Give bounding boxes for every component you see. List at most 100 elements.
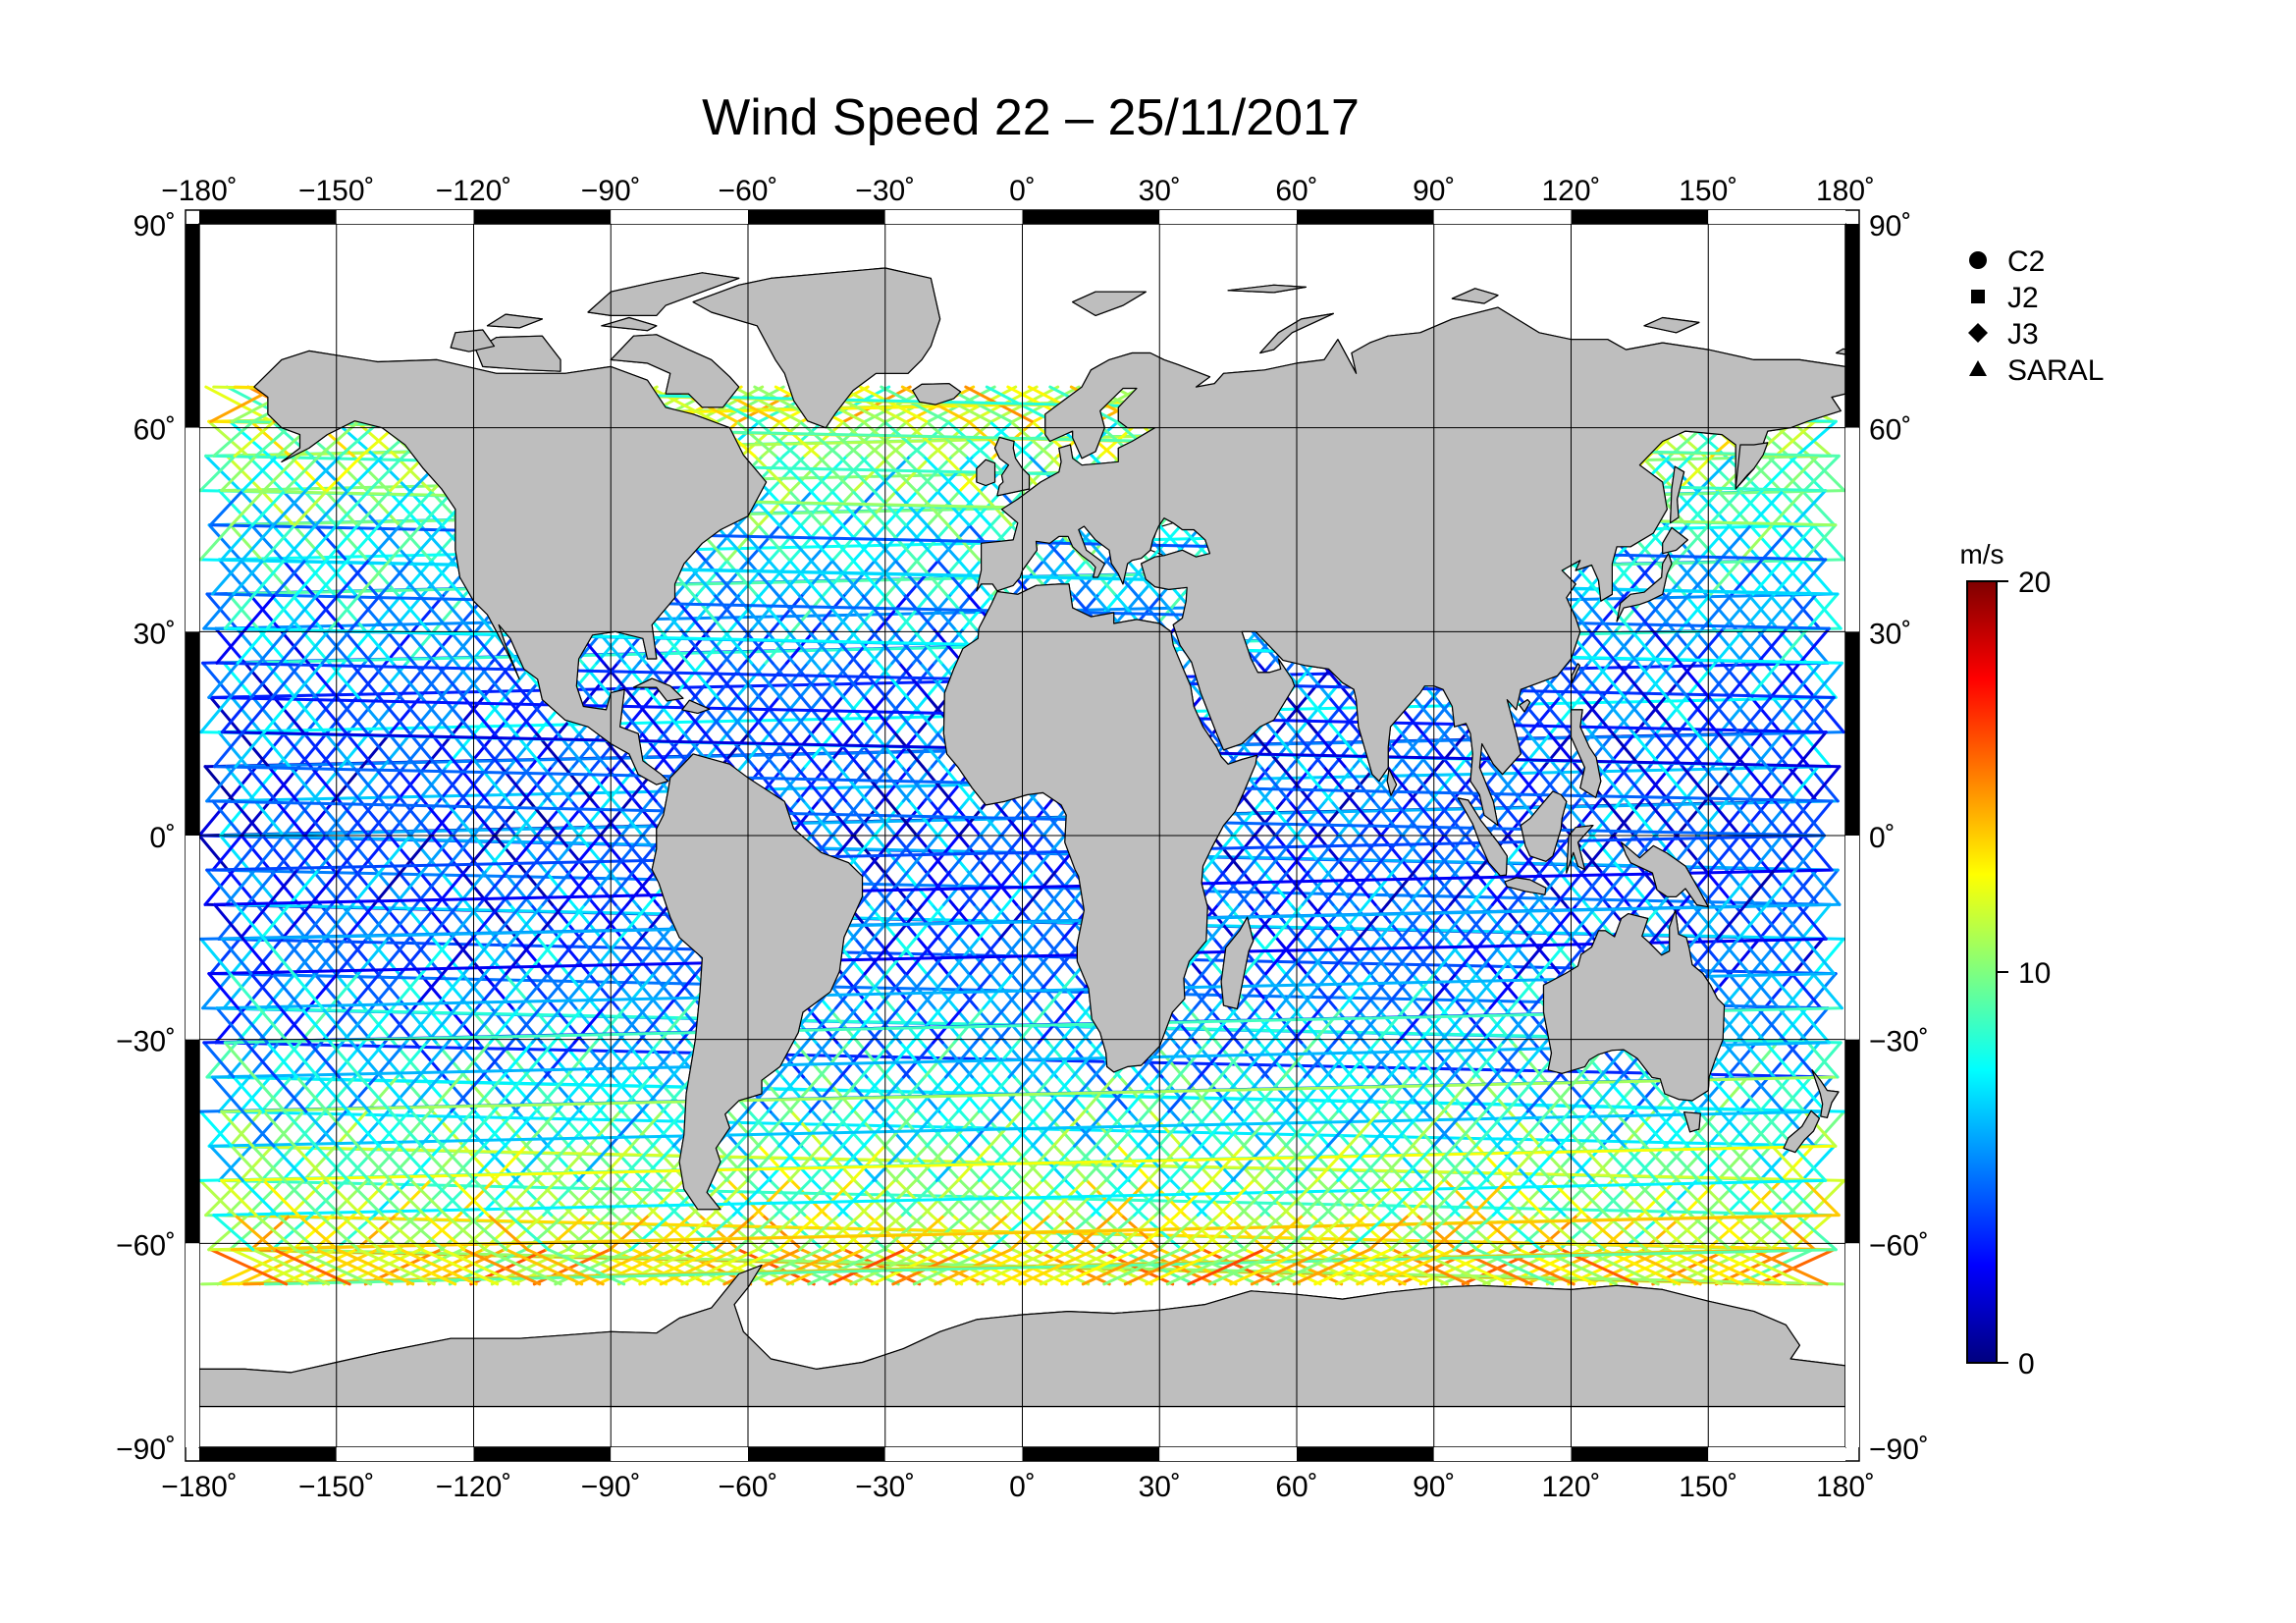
track-segment <box>1381 937 1414 976</box>
track-segment <box>1493 1041 1526 1079</box>
track-segment <box>902 592 935 630</box>
track-segment <box>1801 799 1834 838</box>
track-segment <box>1133 1178 1171 1217</box>
track-segment <box>1809 765 1842 803</box>
track-segment <box>1262 972 1295 1010</box>
track-segment <box>1716 1075 1749 1113</box>
track-segment <box>199 937 232 976</box>
track-segment <box>837 454 876 493</box>
track-segment <box>1165 1248 1245 1286</box>
landmass-melville-island-overlay <box>486 313 543 329</box>
track-segment <box>1465 1178 1503 1217</box>
track-segment <box>301 1075 336 1113</box>
track-segment <box>1432 1144 1468 1182</box>
track-segment <box>819 1214 862 1252</box>
track-segment <box>1774 1214 1817 1252</box>
track-segment <box>306 661 340 699</box>
track-segment <box>808 558 842 596</box>
lon-tick-label-bottom: −90˚ <box>581 1471 641 1503</box>
track-segment <box>925 661 957 699</box>
landmass-wrangel-island-overlay <box>1836 348 1845 355</box>
track-segment <box>262 454 300 493</box>
track-segment <box>769 454 807 493</box>
track-segment <box>1314 1144 1351 1182</box>
track-segment <box>612 1075 646 1113</box>
track-segment <box>223 592 256 630</box>
track-segment <box>1684 523 1720 562</box>
track-segment <box>577 799 610 838</box>
track-segment <box>883 489 920 527</box>
track-segment <box>897 661 931 699</box>
track-segment <box>282 834 314 872</box>
track-segment <box>614 626 648 665</box>
track-segment <box>280 730 312 769</box>
track-segment <box>1233 1109 1267 1148</box>
track-segment <box>1247 902 1279 941</box>
landmass-severnaya-zemlya-overlay <box>1451 288 1499 304</box>
track-segment <box>1790 523 1825 562</box>
track-segment <box>555 902 587 941</box>
lat-tick-label-left: 30˚ <box>133 618 176 650</box>
track-segment <box>702 730 734 769</box>
track-segment <box>1782 454 1820 493</box>
track-segment <box>358 1075 393 1113</box>
track-segment <box>312 972 346 1010</box>
track-segment <box>594 1006 627 1045</box>
track-segment <box>808 489 844 527</box>
track-segment <box>867 902 899 941</box>
track-segment <box>1665 1144 1701 1182</box>
landmass-ellesmere-island-overlay <box>587 272 740 316</box>
track-segment <box>629 972 662 1010</box>
track-segment <box>1682 1178 1720 1217</box>
track-segment <box>1784 661 1817 699</box>
track-segment <box>295 1075 329 1113</box>
track-segment <box>1148 523 1183 562</box>
track-segment <box>756 661 788 699</box>
track-segment <box>1748 523 1783 562</box>
legend-label: J3 <box>2007 318 2039 351</box>
track-segment <box>250 489 287 527</box>
track-segment <box>1360 1178 1398 1217</box>
track-segment <box>895 454 934 493</box>
track-segment <box>1073 1109 1107 1148</box>
track-segment <box>1706 523 1740 562</box>
track-segment <box>1209 1144 1246 1182</box>
track-segment <box>905 1144 941 1182</box>
track-segment <box>1719 695 1751 734</box>
track-segment <box>831 1178 870 1217</box>
track-segment <box>1716 558 1749 596</box>
track-segment <box>230 1144 266 1182</box>
track-segment <box>1674 489 1710 527</box>
track-segment <box>201 661 234 699</box>
track-segment <box>1728 489 1764 527</box>
track-segment <box>821 1144 857 1182</box>
track-segment <box>1707 489 1743 527</box>
track-segment <box>262 1109 296 1148</box>
lon-tick-label-bottom: 150˚ <box>1679 1471 1737 1503</box>
track-segment <box>1729 695 1761 734</box>
track-segment <box>892 730 925 769</box>
track-segment <box>232 799 264 838</box>
landmass-banks-island-overlay <box>450 329 496 352</box>
track-segment <box>1652 1144 1688 1182</box>
track-segment <box>535 799 567 838</box>
lon-tick-label-bottom: 0˚ <box>1009 1471 1036 1503</box>
track-segment <box>842 937 875 976</box>
track-segment <box>650 972 683 1010</box>
track-segment <box>1268 902 1301 941</box>
track-segment <box>1441 1075 1475 1113</box>
track-segment <box>621 937 654 976</box>
track-segment <box>1220 1109 1255 1148</box>
track-segment <box>1402 937 1435 976</box>
track-segment <box>1238 868 1270 906</box>
track-segment <box>1178 972 1210 1010</box>
legend-label: C2 <box>2007 245 2045 278</box>
track-segment <box>914 558 947 596</box>
track-segment <box>1705 661 1738 699</box>
track-segment <box>692 1214 735 1252</box>
track-segment <box>1757 730 1789 769</box>
track-segment <box>1799 902 1832 941</box>
track-segment <box>636 1006 669 1045</box>
landmass-japan-overlay <box>1616 553 1673 622</box>
track-segment <box>1793 834 1826 872</box>
